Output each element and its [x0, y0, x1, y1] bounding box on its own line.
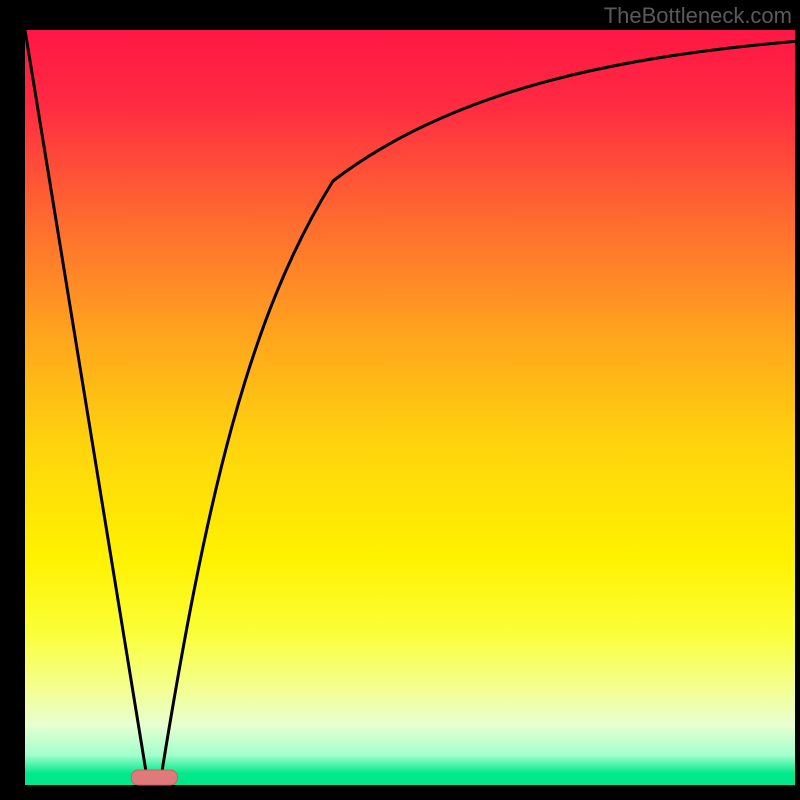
gradient-rect [25, 30, 795, 785]
optimum-marker [131, 770, 177, 785]
watermark-text: TheBottleneck.com [604, 3, 792, 29]
chart-frame: TheBottleneck.com [0, 0, 800, 800]
plot-svg [25, 30, 795, 785]
plot-area [25, 30, 795, 785]
